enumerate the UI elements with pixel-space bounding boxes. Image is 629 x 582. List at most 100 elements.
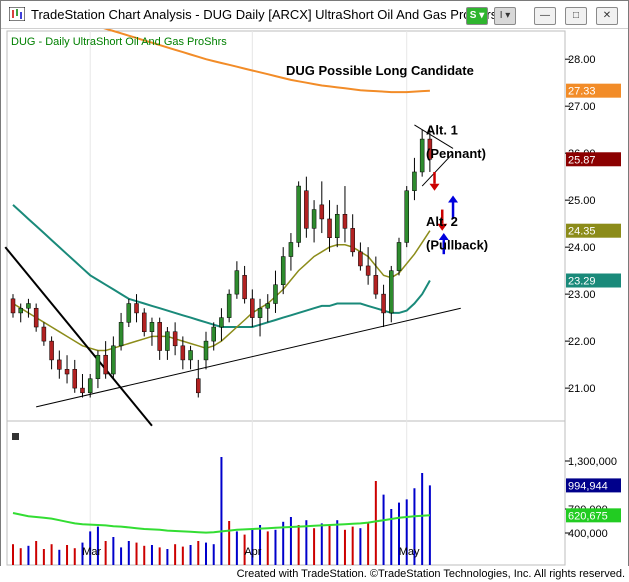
ma-slow-line	[66, 15, 430, 94]
volume-tick-label: 1,300,000	[568, 456, 617, 468]
indicator-label: I	[499, 10, 503, 21]
resistance-trendline	[4, 246, 153, 427]
price-tag-label: 23.29	[568, 276, 596, 288]
price-tick-label: 25.00	[568, 195, 596, 207]
price-tag-box	[566, 83, 621, 98]
candle-body	[404, 190, 409, 243]
annotation-label: (Pennant)	[426, 146, 486, 161]
minimize-button[interactable]: —	[534, 7, 556, 25]
candle-body	[141, 312, 147, 332]
price-tick-label: 22.00	[568, 336, 596, 348]
candles-layer	[10, 129, 433, 398]
annotation-label: Alt. 1	[426, 122, 458, 137]
chart-app-icon	[9, 7, 25, 21]
candle-body	[219, 317, 224, 328]
price-tag-label: 25.87	[568, 154, 596, 166]
symbol-link-label: S	[469, 10, 477, 21]
footer-credit: Created with TradeStation. ©TradeStation…	[236, 568, 625, 580]
trendlines-layer	[4, 124, 461, 427]
candle-body	[80, 387, 85, 394]
x-tick-label: Mar	[82, 546, 101, 558]
candle-body	[419, 138, 425, 173]
candle-body	[196, 378, 201, 394]
volume-pane-handle[interactable]	[12, 433, 19, 440]
candle-body	[103, 354, 108, 375]
price-tag-box	[566, 152, 621, 167]
candle-body	[165, 331, 170, 351]
symbol-label: DUG - Daily UltraShort Oil And Gas ProSh…	[11, 36, 227, 48]
price-tag-label: 27.33	[568, 86, 596, 98]
down-arrow-1-head	[429, 183, 440, 191]
candle-body	[373, 275, 379, 295]
window-title: TradeStation Chart Analysis - DUG Daily …	[31, 7, 498, 22]
arrows-layer	[429, 171, 459, 255]
volume-average-line	[12, 512, 430, 534]
close-icon: ✕	[602, 10, 612, 21]
candle-body	[296, 185, 301, 243]
maximize-button[interactable]: □	[565, 7, 587, 25]
candle-body	[149, 322, 155, 332]
candle-body	[389, 270, 394, 314]
candle-body	[257, 307, 263, 318]
x-tick-label: Apr	[244, 546, 261, 558]
candle-body	[265, 303, 271, 309]
candle-body	[87, 378, 93, 394]
candle-body	[33, 307, 39, 328]
price-tag-label: 24.35	[568, 226, 596, 238]
candle-body	[118, 322, 124, 347]
candle-body	[64, 369, 70, 375]
down-arrow-2-head	[437, 223, 448, 231]
candle-body	[365, 265, 371, 276]
candle-body	[319, 204, 325, 220]
grid-layer	[89, 31, 570, 565]
candle-body	[95, 354, 101, 379]
candle-body	[57, 359, 62, 370]
candle-body	[226, 293, 232, 318]
candle-body	[342, 214, 348, 229]
pennant-lower	[421, 152, 454, 187]
price-tick-label: 23.00	[568, 289, 596, 301]
candle-body	[304, 190, 309, 229]
candle-body	[327, 218, 332, 238]
close-button[interactable]: ✕	[596, 7, 618, 25]
title-bar: TradeStation Chart Analysis - DUG Daily …	[1, 1, 628, 29]
candle-body	[381, 293, 386, 314]
chart-title: DUG Possible Long Candidate	[286, 63, 474, 78]
candle-body	[18, 307, 23, 314]
price-volume-chart[interactable]: MarAprMay28.0027.0026.0025.0024.0023.002…	[1, 15, 628, 566]
chart-area[interactable]: MarAprMay28.0027.0026.0025.0024.0023.002…	[1, 15, 628, 566]
candle-body	[10, 298, 16, 314]
candle-body	[180, 345, 186, 361]
annotation-label: (Pullback)	[426, 237, 488, 252]
candle-body	[242, 275, 247, 300]
symbol-link-button[interactable]: S ▾	[466, 7, 488, 25]
candle-body	[273, 284, 278, 304]
candle-body	[396, 242, 402, 271]
volume-tag-box	[566, 508, 621, 523]
axis-labels-layer: MarAprMay28.0027.0026.0025.0024.0023.002…	[82, 54, 617, 558]
candle-body	[188, 350, 193, 361]
candle-body	[26, 303, 31, 309]
candle-body	[211, 326, 216, 342]
up-arrow-1-head	[448, 195, 459, 203]
price-tag-box	[566, 273, 621, 288]
indicator-button[interactable]: I ▾	[494, 7, 516, 25]
candle-body	[72, 369, 78, 389]
annotation-label: Alt. 2	[426, 214, 458, 229]
candle-body	[203, 340, 209, 361]
footer: Created with TradeStation. ©TradeStation…	[0, 566, 629, 582]
candle-body	[134, 303, 139, 314]
candle-body	[412, 171, 417, 192]
candle-body	[111, 345, 116, 375]
pennant-upper	[414, 124, 454, 149]
maximize-icon: □	[572, 10, 580, 21]
candle-body	[311, 209, 317, 229]
support-trendline	[36, 307, 461, 408]
candle-body	[358, 251, 363, 267]
candle-body	[280, 256, 286, 285]
candle-body	[41, 326, 47, 342]
price-tick-label: 24.00	[568, 242, 596, 254]
chart-window: TradeStation Chart Analysis - DUG Daily …	[0, 0, 629, 567]
candle-body	[172, 331, 178, 347]
price-tick-label: 21.00	[568, 383, 596, 395]
